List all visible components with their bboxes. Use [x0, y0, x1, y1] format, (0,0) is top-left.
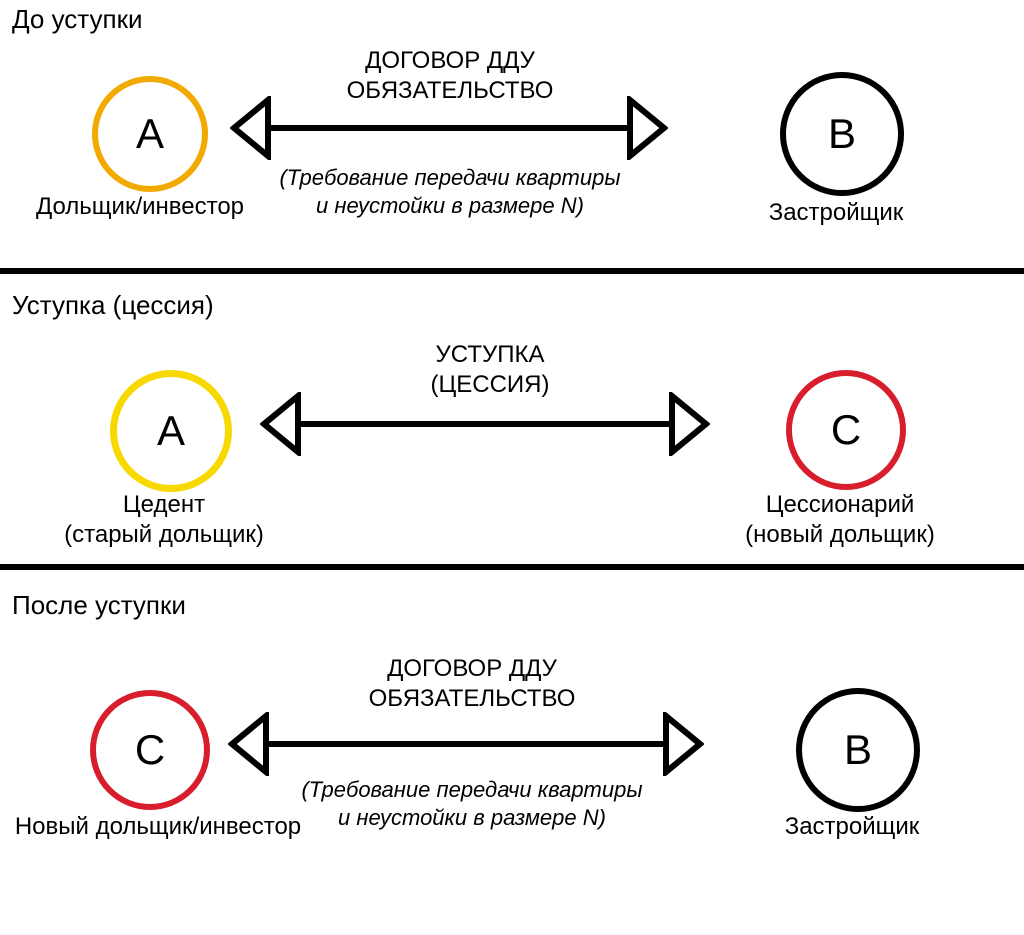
double-arrow-before: [230, 96, 668, 160]
node-glyph-c-cession: C: [831, 406, 861, 454]
arrow-caption-after: ДОГОВОР ДДУ ОБЯЗАТЕЛЬСТВО: [222, 654, 722, 714]
node-b-after: B: [796, 688, 920, 812]
node-glyph-b-after: B: [844, 726, 872, 774]
node-glyph-c-after: C: [135, 726, 165, 774]
node-c-cession: C: [786, 370, 906, 490]
node-glyph-a-cession: A: [157, 407, 185, 455]
node-b-before: B: [780, 72, 904, 196]
double-arrow-cession: [260, 392, 710, 456]
arrow-note-before: (Требование передачи квартиры и неустойк…: [200, 164, 700, 219]
arrow-caption-cession: УСТУПКА (ЦЕССИЯ): [240, 340, 740, 400]
node-glyph-a: A: [136, 110, 164, 158]
diagram-stage: До уступки A Дольщик/инвестор B Застройщ…: [0, 0, 1024, 935]
node-label-c-cession: Цессионарий (новый дольщик): [640, 490, 1024, 550]
node-glyph-b: B: [828, 110, 856, 158]
section-title-after: После уступки: [12, 590, 186, 621]
node-a-before: A: [92, 76, 208, 192]
double-arrow-after: [228, 712, 704, 776]
section-title-cession: Уступка (цессия): [12, 290, 214, 321]
divider-2: [0, 564, 1024, 570]
node-c-after: C: [90, 690, 210, 810]
divider-1: [0, 268, 1024, 274]
section-title-before: До уступки: [12, 4, 142, 35]
node-a-cession: A: [110, 370, 232, 492]
node-label-a-cession: Цедент (старый дольщик): [0, 490, 364, 550]
arrow-note-after: (Требование передачи квартиры и неустойк…: [222, 776, 722, 831]
